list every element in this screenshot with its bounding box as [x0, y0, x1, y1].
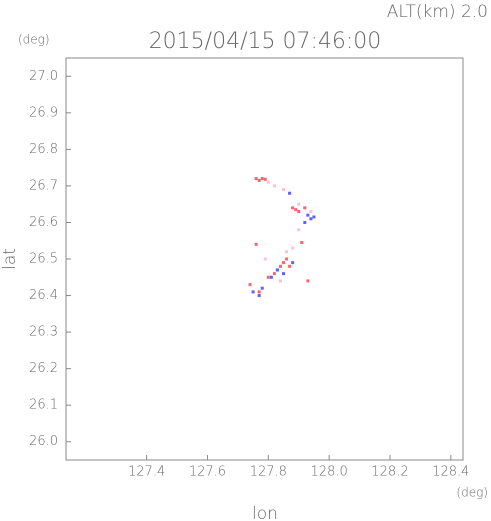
- radar-point: [257, 294, 261, 298]
- radar-point: [291, 206, 295, 210]
- radar-point: [303, 220, 307, 224]
- radar-point: [288, 191, 292, 195]
- chart-title: 2015/04/15 07:46:00: [149, 29, 382, 54]
- radar-point: [248, 283, 252, 287]
- radar-point: [303, 206, 307, 210]
- radar-point: [297, 228, 301, 232]
- radar-point: [254, 177, 258, 181]
- radar-point: [297, 202, 301, 206]
- radar-point: [272, 272, 276, 276]
- y-unit: (deg): [18, 33, 50, 47]
- radar-point: [251, 290, 255, 294]
- radar-point: [257, 178, 261, 182]
- y-tick-label: 26.7: [29, 178, 58, 193]
- x-tick-label: 128.2: [371, 465, 408, 480]
- x-tick-label: 127.8: [250, 465, 287, 480]
- radar-point: [282, 188, 286, 192]
- radar-point: [272, 184, 276, 188]
- x-tick-label: 127.6: [189, 465, 226, 480]
- radar-point: [257, 290, 261, 294]
- y-tick-label: 26.6: [29, 215, 58, 230]
- x-unit: (deg): [456, 486, 488, 500]
- y-tick-label: 26.9: [29, 105, 58, 120]
- y-tick-label: 26.4: [29, 288, 58, 303]
- y-tick-label: 27.0: [29, 69, 58, 84]
- radar-point: [297, 209, 301, 213]
- radar-point: [282, 261, 286, 265]
- y-tick-label: 26.1: [29, 398, 58, 413]
- radar-point: [266, 180, 270, 184]
- y-tick-label: 26.3: [29, 325, 58, 340]
- y-tick-label: 26.0: [29, 434, 58, 449]
- radar-point: [306, 279, 310, 283]
- altitude-label: ALT(km) 2.0: [387, 2, 488, 22]
- y-axis-label: lat: [0, 248, 20, 270]
- radar-point: [278, 264, 282, 268]
- radar-point: [291, 261, 295, 265]
- radar-point: [263, 177, 267, 181]
- radar-point: [269, 275, 273, 279]
- radar-point: [275, 268, 279, 272]
- radar-point: [266, 275, 270, 279]
- x-axis-label: lon: [252, 504, 278, 521]
- radar-point: [278, 279, 282, 283]
- y-tick-label: 26.8: [29, 142, 58, 157]
- y-tick-label: 26.5: [29, 252, 58, 267]
- x-tick-label: 127.4: [128, 465, 165, 480]
- radar-point: [309, 217, 313, 221]
- radar-point: [285, 257, 289, 261]
- radar-point: [288, 264, 292, 268]
- x-tick-label: 128.0: [311, 465, 348, 480]
- radar-point: [260, 286, 264, 290]
- radar-point: [300, 241, 304, 245]
- x-tick-label: 128.4: [432, 465, 469, 480]
- radar-point: [291, 246, 295, 250]
- radar-point: [263, 257, 267, 261]
- radar-point: [306, 213, 310, 217]
- radar-point: [282, 272, 286, 276]
- radar-point: [260, 177, 264, 181]
- y-tick-label: 26.2: [29, 361, 58, 376]
- radar-point: [312, 215, 316, 219]
- radar-point: [254, 242, 258, 246]
- radar-point: [309, 209, 313, 213]
- radar-point: [285, 250, 289, 254]
- radar-point: [294, 208, 298, 212]
